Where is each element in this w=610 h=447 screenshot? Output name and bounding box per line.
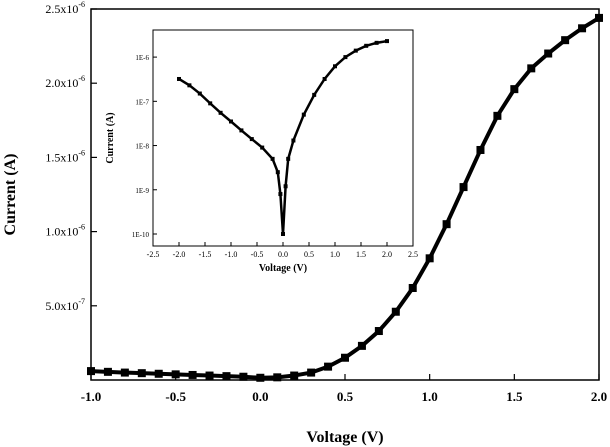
inset-x-tick-label: 2.0	[382, 250, 392, 259]
main-data-point	[341, 353, 349, 362]
inset-data-point	[281, 232, 285, 236]
main-data-point	[442, 220, 451, 229]
inset-data-point	[260, 145, 265, 150]
main-y-tick-label: 1.0x10-6	[45, 223, 85, 239]
main-data-point	[324, 362, 333, 371]
main-x-tick-label: 2.0	[591, 389, 607, 404]
main-y-tick-label: 5.0x10-7	[45, 297, 85, 313]
inset-plot: -2.5 -2.0 -1.5 -1.0 -0.5 0.0 0.5 1.0 1.5 2.0 2.5 1…	[105, 29, 418, 274]
inset-x-ticks: -2.5 -2.0 -1.5 -1.0 -0.5 0.0 0.5 1.0 1.5 2.0 2.5	[147, 242, 418, 259]
main-x-tick-label: 0.5	[337, 389, 354, 404]
inset-data-point	[239, 128, 244, 133]
inset-data-point	[278, 192, 283, 197]
main-data-point	[273, 373, 282, 382]
inset-data-point	[374, 40, 379, 45]
main-x-tick-label: 1.0	[422, 389, 438, 404]
main-data-point	[188, 370, 197, 379]
main-data-point	[205, 371, 214, 380]
inset-x-tick-label: -2.5	[147, 250, 160, 259]
main-y-axis-label: Current (A)	[2, 154, 19, 236]
inset-data-point	[208, 101, 213, 106]
inset-data-point	[353, 48, 358, 53]
main-y-tick-label: 2.0x10-6	[45, 74, 85, 90]
inset-y-tick-label: 1E-7	[135, 98, 149, 106]
main-data-point	[374, 327, 383, 336]
main-data-point	[290, 371, 299, 380]
inset-y-tick-label: 1E-6	[135, 54, 149, 62]
inset-plot-frame	[152, 29, 414, 247]
main-data-point	[527, 64, 536, 73]
inset-x-tick-label: 1.5	[356, 250, 366, 259]
main-data-point	[544, 49, 553, 58]
inset-x-tick-label: -1.5	[199, 250, 212, 259]
inset-x-tick-label: -2.0	[173, 250, 186, 259]
main-data-point	[476, 145, 485, 154]
inset-data-point	[283, 184, 288, 189]
inset-data-point	[385, 39, 389, 44]
inset-data-point	[218, 110, 223, 115]
inset-data-point	[333, 64, 337, 69]
main-data-point	[510, 85, 519, 94]
main-data-point	[137, 369, 146, 378]
inset-data-point	[177, 76, 181, 81]
inset-data-point	[322, 76, 327, 81]
main-data-point	[391, 307, 400, 316]
main-x-tick-label: -0.5	[165, 389, 186, 404]
inset-y-tick-label: 1E-9	[135, 187, 149, 195]
inset-data-point	[364, 43, 369, 48]
inset-data-point	[270, 156, 275, 161]
inset-y-ticks: 1E-10 1E-9 1E-8 1E-7 1E-6	[132, 54, 157, 239]
main-x-tick-label: 0.0	[252, 389, 268, 404]
main-data-point	[154, 369, 163, 378]
inset-data-point	[229, 119, 233, 124]
inset-x-tick-label: 2.5	[408, 250, 418, 259]
inset-data-point	[286, 156, 291, 161]
inset-data-point	[301, 112, 306, 117]
main-x-axis-label: Voltage (V)	[306, 429, 383, 446]
main-data-point	[493, 111, 502, 120]
inset-x-tick-label: 0.5	[304, 250, 314, 259]
inset-data-point	[249, 137, 254, 142]
main-data-point	[357, 341, 366, 350]
main-data-point	[595, 13, 603, 22]
main-data-point	[239, 372, 248, 381]
inset-x-tick-label: 0.0	[278, 250, 288, 259]
inset-data-point	[343, 55, 348, 60]
main-data-point	[459, 183, 468, 192]
main-y-ticks: 5.0x10-7 1.0x10-6 1.5x10-6 2.0x10-6 2.5x10-6	[45, 0, 97, 313]
main-y-tick-label: 1.5x10-6	[45, 148, 85, 164]
inset-x-tick-label: -0.5	[251, 250, 264, 259]
inset-data-point	[291, 138, 296, 143]
main-data-point	[425, 254, 434, 263]
inset-data-point	[312, 92, 317, 97]
inset-data-point	[197, 91, 202, 96]
main-x-tick-label: 1.5	[506, 389, 523, 404]
main-data-point	[256, 373, 265, 382]
main-data-point	[103, 367, 112, 376]
main-data-point	[222, 372, 231, 381]
main-data-point	[120, 368, 129, 377]
inset-data-point	[275, 170, 280, 175]
main-data-point	[561, 36, 570, 45]
inset-x-tick-label: 1.0	[330, 250, 340, 259]
main-data-point	[578, 24, 587, 33]
inset-x-tick-label: -1.0	[225, 250, 238, 259]
main-series	[87, 13, 603, 382]
inset-data-point	[187, 83, 192, 88]
inset-y-axis-label: Current (A)	[105, 112, 116, 163]
inset-y-tick-label: 1E-8	[135, 143, 149, 151]
inset-x-axis-label: Voltage (V)	[259, 263, 307, 274]
main-data-point	[87, 367, 95, 376]
main-x-ticks: -1.0 -0.5 0.0 0.5 1.0 1.5 2.0	[81, 374, 607, 404]
inset-y-tick-label: 1E-10	[132, 231, 150, 239]
main-data-point	[307, 368, 316, 377]
main-y-tick-label: 2.5x10-6	[45, 0, 85, 16]
main-data-point	[408, 283, 417, 292]
inset-series	[177, 39, 389, 236]
main-x-tick-label: -1.0	[81, 389, 102, 404]
main-data-point	[171, 370, 180, 379]
